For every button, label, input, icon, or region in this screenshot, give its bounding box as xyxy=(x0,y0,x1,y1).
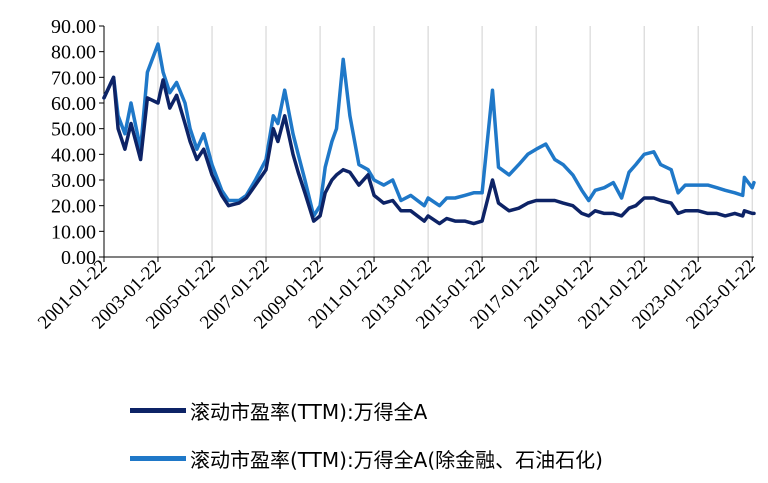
legend-swatch-all-a xyxy=(130,408,186,413)
legend-label-all-a: 滚动市盈率(TTM):万得全A xyxy=(190,400,428,424)
x-axis: 2001-01-222003-01-222005-01-222007-01-22… xyxy=(34,256,760,334)
y-tick-label: 30.00 xyxy=(51,170,96,192)
y-axis: 0.00 10.00 20.00 30.00 40.00 50.00 60.00 70.00 8… xyxy=(51,16,105,269)
legend-item-all-a: 滚动市盈率(TTM):万得全A xyxy=(130,396,427,425)
series-line-ex-financial xyxy=(102,42,756,218)
vertical-gridlines xyxy=(103,26,753,257)
y-tick-label: 10.00 xyxy=(51,221,96,243)
y-tick-label: 50.00 xyxy=(51,119,96,141)
y-tick-label: 0.00 xyxy=(61,247,96,269)
y-tick-label: 90.00 xyxy=(51,16,96,38)
series-line-all-a xyxy=(102,75,756,226)
y-tick-label: 60.00 xyxy=(51,93,96,115)
y-tick-label: 40.00 xyxy=(51,144,96,166)
legend-label-ex-financial: 滚动市盈率(TTM):万得全A(除金融、石油石化) xyxy=(190,448,603,472)
legend-swatch-ex-financial xyxy=(130,456,186,461)
y-tick-label: 70.00 xyxy=(51,67,96,89)
y-tick-label: 80.00 xyxy=(51,42,96,64)
plot-lines xyxy=(102,42,756,226)
y-tick-label: 20.00 xyxy=(51,196,96,218)
legend-item-ex-financial: 滚动市盈率(TTM):万得全A(除金融、石油石化) xyxy=(130,444,603,473)
